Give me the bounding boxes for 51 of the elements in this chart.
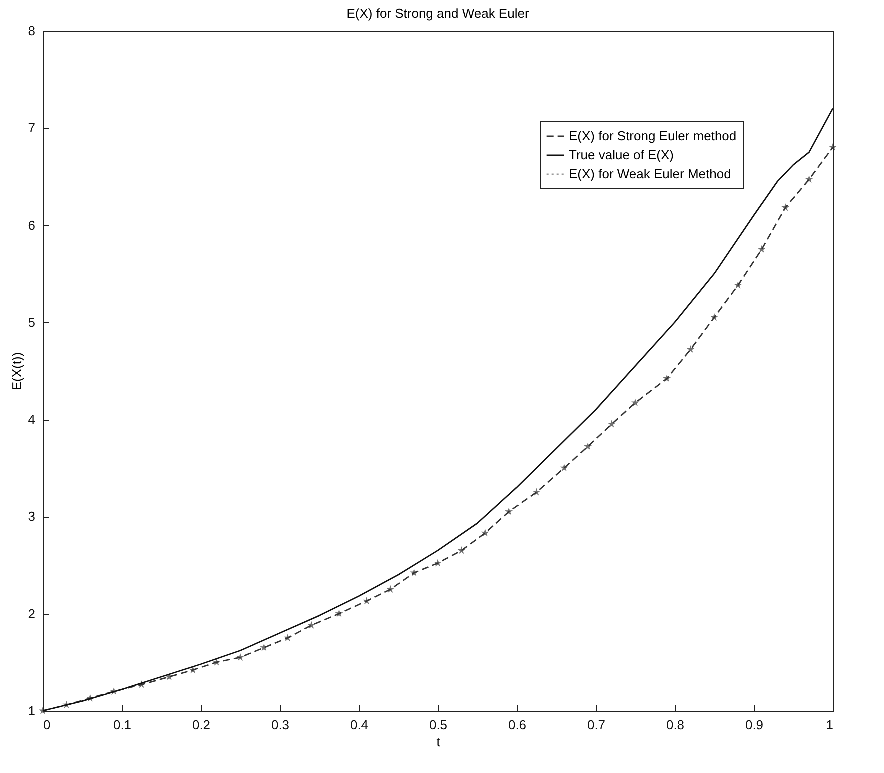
point <box>686 345 695 354</box>
legend-label: E(X) for Strong Euler method <box>569 128 737 144</box>
point <box>260 644 268 652</box>
point <box>560 464 568 472</box>
y-tick-label: 8 <box>28 24 36 38</box>
point <box>481 529 490 537</box>
x-tick-label: 1 <box>826 718 834 732</box>
point <box>335 610 344 618</box>
point <box>284 634 292 642</box>
x-tick-label: 0.3 <box>271 718 290 732</box>
point <box>212 658 221 666</box>
point <box>805 175 814 184</box>
y-tick-label: 5 <box>28 314 36 330</box>
point <box>710 313 718 321</box>
point <box>584 442 592 450</box>
point <box>458 546 466 554</box>
x-tick-label: 0.6 <box>508 718 527 732</box>
point <box>734 281 742 289</box>
y-axis-title: E(X(t)) <box>9 352 24 391</box>
legend-label: E(X) for Weak Euler Method <box>569 166 732 182</box>
x-tick-label: 0.2 <box>192 718 211 732</box>
point <box>236 653 244 661</box>
x-tick-label: 0.7 <box>587 718 606 732</box>
point <box>829 143 837 151</box>
point <box>410 568 418 576</box>
x-axis-title: t <box>436 734 441 750</box>
x-tick-label: 0.5 <box>429 718 448 732</box>
x-tick-label: 0.9 <box>745 718 764 732</box>
point <box>782 204 790 212</box>
y-tick-label: 6 <box>28 218 36 233</box>
point <box>663 374 672 382</box>
x-tick-label: 0.8 <box>666 718 685 732</box>
y-tick-label: 1 <box>28 704 36 718</box>
legend-label: True value of E(X) <box>569 148 674 162</box>
y-tick-label: 2 <box>28 606 36 622</box>
point <box>308 621 316 629</box>
point <box>632 398 640 406</box>
point <box>386 585 395 593</box>
point <box>608 420 616 428</box>
y-tick-label: 4 <box>28 412 36 428</box>
point <box>362 597 371 605</box>
point <box>434 559 442 567</box>
x-tick-label: 0.4 <box>350 718 369 732</box>
point <box>758 245 766 253</box>
point <box>532 488 541 496</box>
x-tick-label: 0 <box>44 718 51 732</box>
point <box>505 508 514 516</box>
x-tick-label: 0.1 <box>113 718 132 732</box>
chart-title: E(X) for Strong and Weak Euler <box>346 6 530 21</box>
y-tick-label: 3 <box>28 509 36 524</box>
y-tick-label: 7 <box>28 120 36 136</box>
